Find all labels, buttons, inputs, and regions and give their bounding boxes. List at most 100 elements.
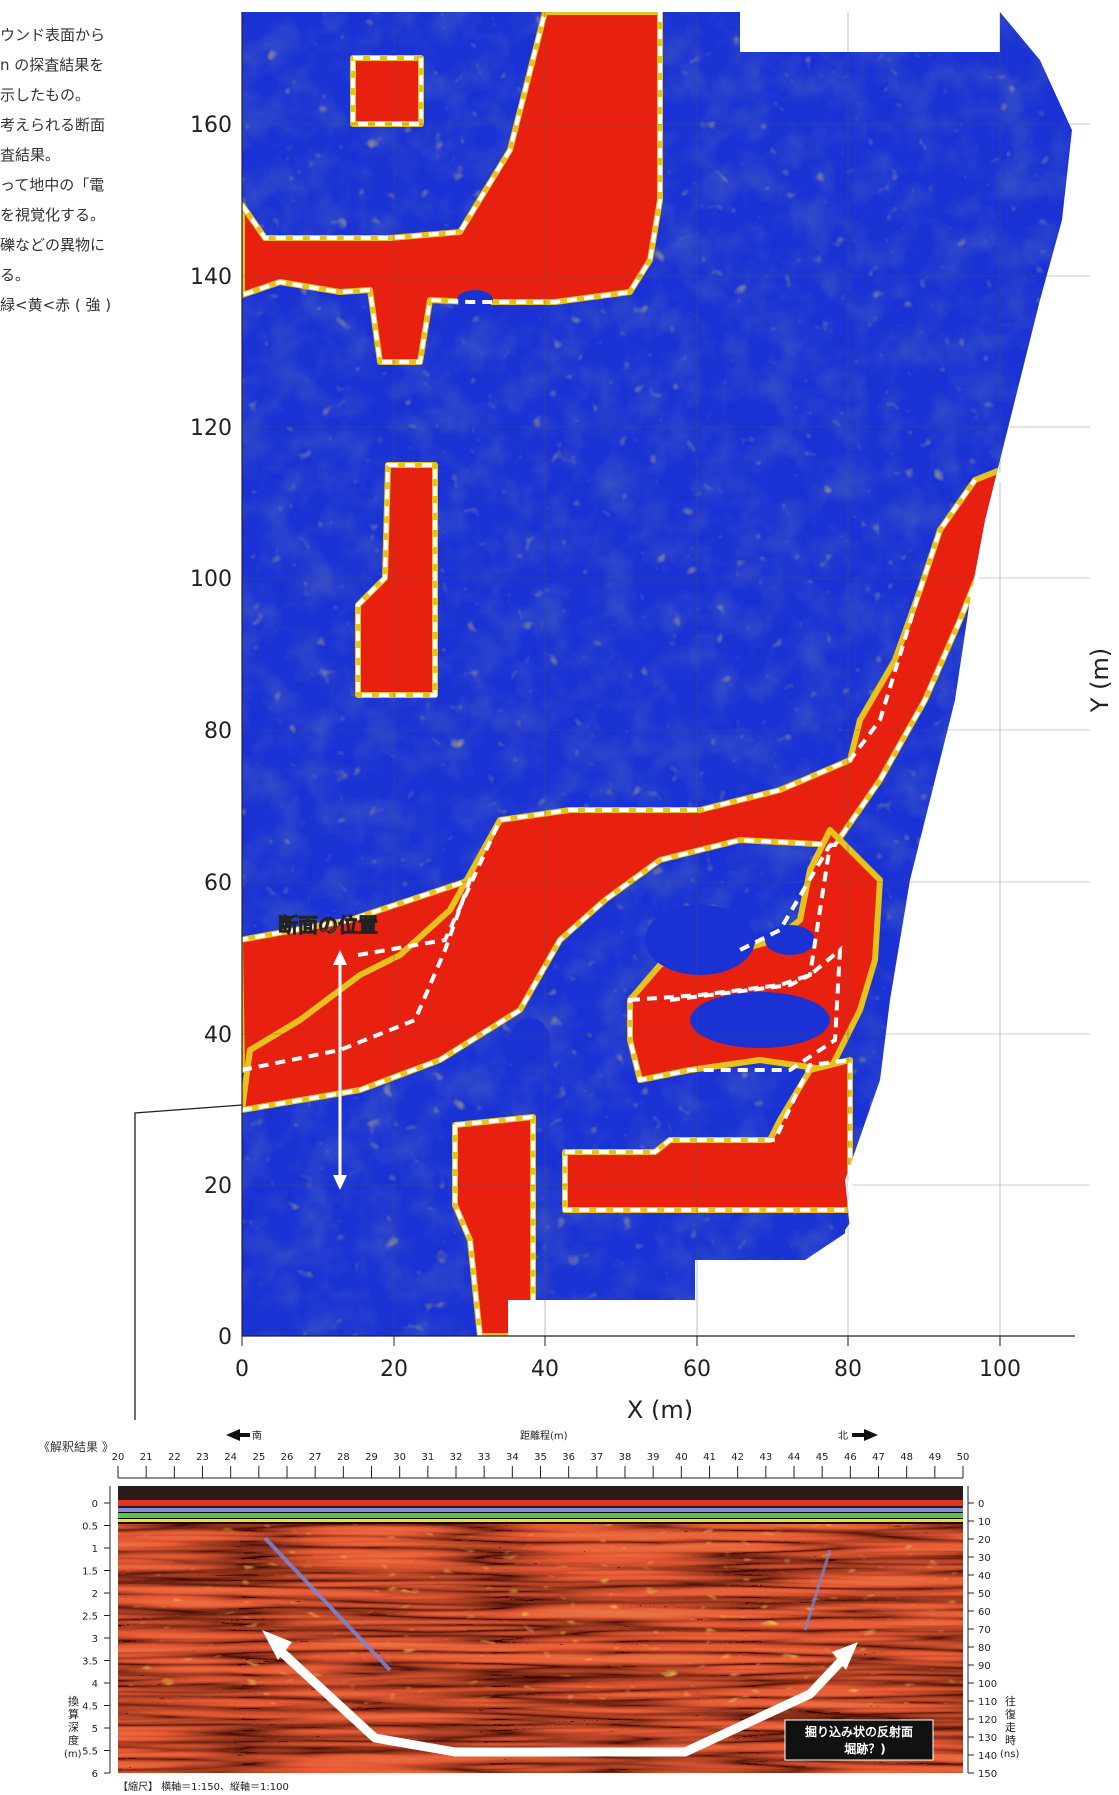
outline-east-lobe bbox=[628, 945, 843, 1083]
scale-note: 【縮尺】 横軸＝1:150、縦軸＝1:100 bbox=[118, 1780, 289, 1793]
north-arrow-icon bbox=[852, 1429, 878, 1441]
distance-tick-label: 24 bbox=[224, 1452, 237, 1463]
distance-tick-label: 23 bbox=[196, 1452, 209, 1463]
outline-diagonal-top bbox=[357, 478, 977, 957]
time-tick-label: 30 bbox=[978, 1553, 991, 1564]
x-tick-label: 20 bbox=[380, 1357, 408, 1382]
distance-tick-label: 49 bbox=[928, 1452, 941, 1463]
depth-label-3: 深 bbox=[68, 1721, 79, 1734]
callout-line1: 掘り込み状の反射面 bbox=[805, 1724, 913, 1739]
depth-label-4: 度 bbox=[68, 1733, 79, 1747]
distance-tick-label: 44 bbox=[788, 1452, 801, 1463]
depth-tick-label: 6 bbox=[92, 1769, 98, 1780]
outline-top-square bbox=[351, 56, 423, 126]
distance-tick-label: 35 bbox=[534, 1452, 547, 1463]
time-label-4: 時 bbox=[1005, 1734, 1016, 1747]
y-tick-label: 60 bbox=[204, 871, 232, 896]
radargram-surface-green bbox=[118, 1513, 963, 1518]
distance-tick-label: 30 bbox=[393, 1452, 406, 1463]
time-tick-label: 130 bbox=[978, 1733, 997, 1744]
depth-tick-label: 3.5 bbox=[82, 1657, 98, 1668]
section-arrow-up bbox=[333, 950, 347, 965]
time-tick-label: 100 bbox=[978, 1679, 997, 1690]
depth-axis-label: 換 算 深 度 (m) bbox=[64, 1695, 82, 1760]
depth-tick-label: 1.5 bbox=[82, 1567, 98, 1578]
distance-tick-label: 48 bbox=[900, 1452, 913, 1463]
leader-line bbox=[134, 1104, 243, 1420]
note-line: 考えられる断面 bbox=[0, 116, 106, 134]
note-line: る。 bbox=[0, 266, 31, 284]
reflector-right bbox=[803, 1549, 832, 1631]
time-label-5: (ns) bbox=[1000, 1749, 1019, 1760]
time-tick-label: 50 bbox=[978, 1589, 991, 1600]
distance-tick-label: 29 bbox=[365, 1452, 378, 1463]
distance-tick-label: 33 bbox=[478, 1452, 491, 1463]
outline-south-bar-left bbox=[453, 1125, 482, 1337]
y-tick-label: 100 bbox=[190, 567, 232, 592]
distance-tick-label: 39 bbox=[647, 1452, 660, 1463]
grid-lines bbox=[242, 12, 1090, 1336]
outline-column bbox=[356, 463, 437, 697]
time-label-2: 復 bbox=[1005, 1708, 1016, 1721]
distance-tick-label: 43 bbox=[759, 1452, 772, 1463]
depth-tick-label: 2.5 bbox=[82, 1612, 98, 1623]
arrow-head-left bbox=[262, 1630, 292, 1660]
map-heat-field bbox=[242, 12, 1072, 1336]
y-tick-label: 160 bbox=[190, 113, 232, 138]
y-tick-label: 20 bbox=[204, 1174, 232, 1199]
pocket bbox=[765, 925, 815, 955]
depth-label-1: 換 bbox=[68, 1695, 79, 1708]
note-line: 緑<黄<赤 ( 強 ) bbox=[0, 296, 112, 314]
pocket bbox=[645, 905, 755, 975]
time-tick-label: 0 bbox=[978, 1499, 984, 1510]
map-gap-bottom bbox=[695, 1262, 895, 1342]
y-axis-label: Y (m) bbox=[1086, 648, 1114, 713]
profile-header: 南 距離程(m) 北 bbox=[226, 1429, 878, 1442]
note-line: って地中の「電 bbox=[0, 176, 105, 194]
map-gap-right bbox=[845, 12, 1119, 1420]
depth-tick-label: 5 bbox=[92, 1724, 98, 1735]
distance-tick-label: 26 bbox=[281, 1452, 294, 1463]
time-ticks: 0 10 20 30 40 50 60 70 80 90 100 110 120 130 140 150 bbox=[968, 1499, 997, 1780]
gpr-profile-chart: 南 距離程(m) 北 20 21 22 23 24 25 26 27 28 29 30 31 32 33 3… bbox=[64, 1429, 1019, 1793]
distance-tick-label: 22 bbox=[168, 1452, 181, 1463]
y-axis: 0 20 40 60 80 100 120 140 160 Y (m) bbox=[190, 12, 1114, 1350]
section-arrow-down bbox=[333, 1175, 347, 1190]
time-tick-label: 40 bbox=[978, 1571, 991, 1582]
depth-tick-label: 2 bbox=[92, 1589, 98, 1600]
time-tick-label: 20 bbox=[978, 1535, 991, 1546]
depth-tick-label: 1 bbox=[92, 1544, 98, 1555]
zone-top-square bbox=[350, 55, 424, 127]
distance-tick-label: 20 bbox=[112, 1452, 125, 1463]
time-tick-label: 140 bbox=[978, 1751, 997, 1762]
radargram-surface-blue bbox=[118, 1508, 963, 1512]
note-line: 礫などの異物に bbox=[0, 236, 106, 254]
distance-tick-label: 36 bbox=[562, 1452, 575, 1463]
side-note: ウンド表面から n の探査結果を 示したもの。 考えられる断面 査結果。 って地… bbox=[0, 20, 160, 320]
time-tick-label: 120 bbox=[978, 1715, 997, 1726]
distance-tick-label: 46 bbox=[844, 1452, 857, 1463]
radargram-specks bbox=[118, 1524, 963, 1704]
south-arrow-icon bbox=[226, 1429, 250, 1441]
note-line: 示したもの。 bbox=[0, 86, 91, 104]
callout-box bbox=[784, 1719, 934, 1761]
distance-tick-label: 47 bbox=[872, 1452, 885, 1463]
distance-axis-label: 距離程(m) bbox=[520, 1429, 568, 1442]
distance-tick-label: 21 bbox=[140, 1452, 153, 1463]
outline-east-arm bbox=[669, 843, 832, 1002]
outline-south-bar bbox=[454, 1114, 535, 1336]
arrow-head-right bbox=[832, 1642, 858, 1670]
depth-tick-label: 4 bbox=[92, 1679, 98, 1690]
y-tick-label: 80 bbox=[204, 719, 232, 744]
depth-tick-label: 0.5 bbox=[82, 1522, 98, 1533]
time-tick-label: 110 bbox=[978, 1697, 997, 1708]
time-tick-label: 60 bbox=[978, 1607, 991, 1618]
distance-tick-label: 40 bbox=[675, 1452, 688, 1463]
distance-tick-label: 31 bbox=[421, 1452, 434, 1463]
distance-tick-label: 41 bbox=[703, 1452, 716, 1463]
distance-tick-label: 45 bbox=[816, 1452, 829, 1463]
distance-tick-label: 32 bbox=[450, 1452, 463, 1463]
time-axis-label: 往 復 走 時 (ns) bbox=[1000, 1694, 1019, 1760]
gpr-map-chart: 断面の位置 0 20 40 60 80 100 120 140 160 Y (m… bbox=[134, 12, 1119, 1420]
pocket bbox=[510, 1018, 550, 1062]
